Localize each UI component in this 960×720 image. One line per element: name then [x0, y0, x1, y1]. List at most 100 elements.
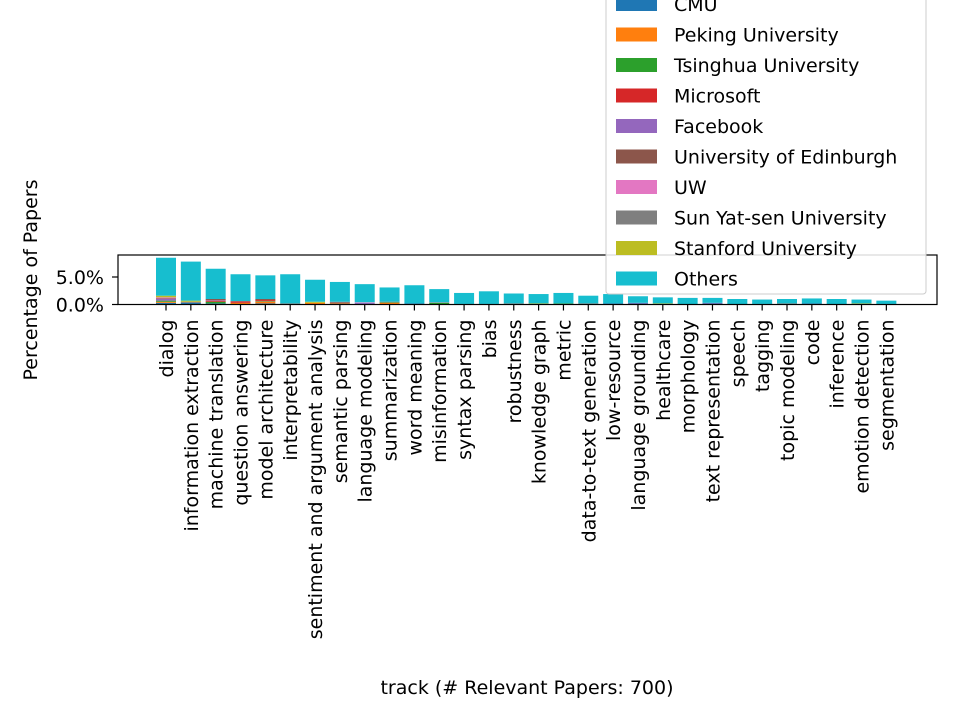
- bar-segment: [627, 296, 648, 303]
- x-tick-label: summarization: [380, 320, 402, 462]
- x-tick-label: code: [802, 320, 824, 366]
- bar-segment: [156, 302, 176, 305]
- y-tick-label: 5.0%: [56, 267, 104, 289]
- x-tick-label: language modeling: [355, 319, 377, 502]
- x-tick-label: dialog: [156, 320, 178, 378]
- x-tick-label: morphology: [678, 320, 700, 434]
- bar-segment: [180, 300, 201, 302]
- bar-segment: [528, 294, 549, 304]
- bar-segment: [156, 298, 176, 299]
- x-tick-label: language grounding: [628, 320, 650, 511]
- bar-segment: [255, 275, 276, 299]
- bar-segment: [603, 294, 624, 304]
- bar-segment: [305, 301, 326, 303]
- bar-segment: [156, 301, 176, 303]
- x-axis-label: track (# Relevant Papers: 700): [380, 677, 673, 699]
- bar-segment: [156, 300, 176, 302]
- legend-label: Stanford University: [674, 238, 857, 260]
- bar-segment: [180, 261, 201, 301]
- legend-swatch: [616, 0, 657, 11]
- bar-segment: [777, 303, 797, 304]
- bar-segment: [379, 302, 400, 305]
- bar-segment: [503, 293, 524, 304]
- bar-segment: [156, 257, 176, 296]
- bar-segment: [404, 285, 425, 304]
- legend-label: Tsinghua University: [673, 55, 859, 77]
- legend-swatch: [616, 88, 657, 103]
- bar-segment: [379, 302, 400, 303]
- bar-segment: [429, 289, 450, 303]
- bar-segment: [652, 297, 673, 304]
- legend-label: University of Edinburgh: [674, 147, 897, 169]
- plot-area: [117, 254, 938, 306]
- legend-label: Microsoft: [674, 86, 760, 108]
- legend-label: Facebook: [674, 116, 763, 138]
- bar-segment: [205, 299, 226, 301]
- x-tick-label: syntax parsing: [454, 319, 476, 459]
- bar-segment: [702, 297, 723, 303]
- bar-segment: [205, 268, 226, 299]
- x-tick-label: question answering: [231, 320, 253, 506]
- x-tick-label: bias: [479, 320, 501, 359]
- x-tick-label: speech: [727, 320, 749, 388]
- bar-segment: [230, 301, 251, 303]
- x-tick-label: interpretability: [280, 320, 302, 461]
- bar-segment: [255, 301, 276, 302]
- bar-segment: [305, 279, 326, 302]
- bar-segment: [578, 295, 599, 304]
- x-tick-label: metric: [553, 320, 575, 381]
- legend-swatch: [616, 149, 657, 164]
- bar-segment: [329, 281, 350, 302]
- bar-segment: [677, 297, 698, 305]
- x-tick-label: low-resource: [603, 320, 625, 441]
- legend-label: Sun Yat-sen University: [674, 208, 887, 230]
- legend-label: CMU: [674, 0, 718, 16]
- legend-swatch: [616, 27, 657, 42]
- bar-segment: [752, 299, 773, 304]
- x-tick-label: misinformation: [429, 320, 451, 463]
- bar-segment: [354, 302, 375, 303]
- legend-label: Others: [674, 269, 738, 291]
- x-tick-label: robustness: [504, 320, 526, 424]
- bar-segment: [156, 295, 176, 298]
- bar-segment: [801, 298, 822, 304]
- x-tick-label: tagging: [752, 320, 774, 393]
- bar-segment: [429, 302, 450, 303]
- x-tick-label: topic modeling: [777, 320, 799, 461]
- bar-segment: [205, 300, 226, 302]
- x-ticks: dialog information extraction machine tran…: [156, 304, 898, 639]
- bar-segment: [727, 299, 748, 305]
- x-tick-label: semantic parsing: [330, 320, 352, 484]
- bar-segment: [578, 303, 599, 304]
- bar-segment: [627, 302, 648, 304]
- x-tick-label: data-to-text generation: [578, 320, 600, 543]
- bar-segment: [280, 303, 301, 304]
- bar-segment: [230, 274, 251, 302]
- legend-swatch: [616, 180, 657, 194]
- bar-segment: [230, 302, 251, 305]
- y-axis-label: Percentage of Papers: [20, 180, 42, 381]
- x-tick-label: text representation: [702, 320, 724, 503]
- legend-swatch: [616, 58, 657, 72]
- bar-segment: [777, 299, 797, 304]
- bar-segment: [180, 301, 201, 303]
- bar-segment: [553, 303, 574, 304]
- bar-segment: [429, 302, 450, 305]
- bar-segment: [354, 284, 375, 303]
- x-tick-label: inference: [827, 320, 849, 409]
- bar-segment: [180, 302, 201, 305]
- x-tick-label: machine translation: [206, 320, 228, 510]
- bar-segment: [205, 301, 226, 304]
- bar-segment: [280, 274, 301, 304]
- bar-segment: [329, 302, 350, 304]
- x-tick-label: word meaning: [404, 320, 426, 456]
- bar-segment: [329, 303, 350, 304]
- legend-swatch: [616, 241, 657, 255]
- bar-segment: [205, 300, 226, 301]
- bar-segment: [652, 303, 673, 304]
- x-tick-label: information extraction: [181, 320, 203, 532]
- bar-segment: [851, 303, 872, 304]
- bar-segment: [826, 299, 847, 305]
- bar-segment: [255, 300, 276, 302]
